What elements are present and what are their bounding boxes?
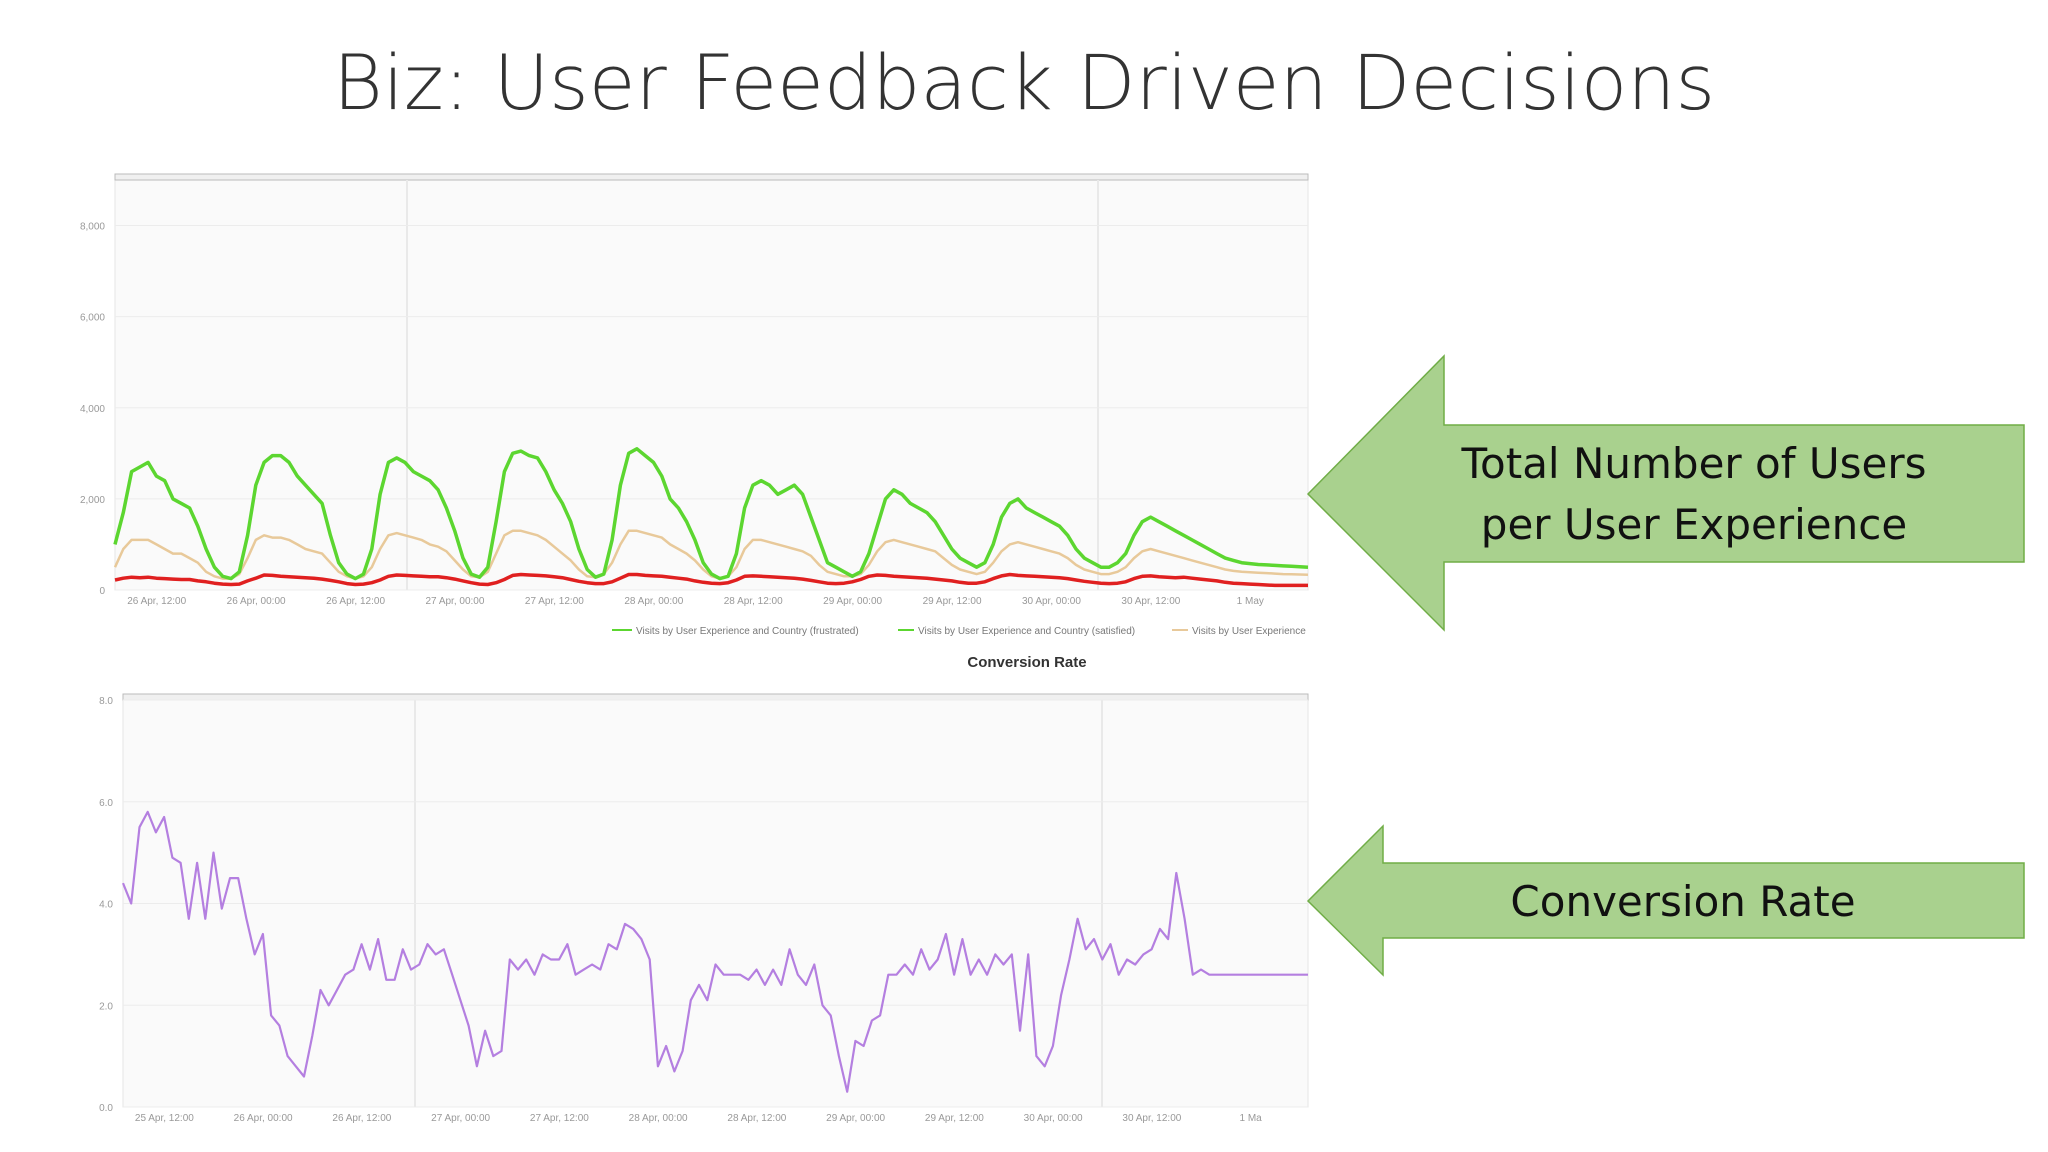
conversion-grid (123, 699, 1308, 1108)
x-tick-label: 26 Apr, 00:00 (227, 596, 286, 607)
y-tick-label: 4,000 (80, 404, 105, 415)
x-tick-label: 28 Apr, 00:00 (624, 596, 683, 607)
users-navigator-bar (114, 173, 1309, 181)
y-tick-label: 2.0 (99, 1001, 113, 1012)
users-plot-area (114, 179, 1309, 591)
series-line (113, 529, 1309, 580)
x-tick-label: 26 Apr, 00:00 (234, 1113, 293, 1124)
x-tick-label: 28 Apr, 12:00 (727, 1113, 786, 1124)
conversion-chart: Conversion Rate 0.0 2.0 4.0 6.0 8.0 25 Apr, … (99, 654, 1309, 1124)
series-line (113, 447, 1309, 581)
conversion-x-axis: 25 Apr, 12:00 26 Apr, 00:00 26 Apr, 12:00 2… (135, 1113, 1262, 1124)
x-tick-label: 28 Apr, 12:00 (724, 596, 783, 607)
y-tick-label: 2,000 (80, 495, 105, 506)
y-tick-label: 8,000 (80, 222, 105, 233)
y-tick-label: 0.0 (99, 1103, 113, 1114)
conversion-callout-label: Conversion Rate (1383, 871, 1983, 932)
series-line (121, 810, 1308, 1093)
x-tick-label: 27 Apr, 00:00 (425, 596, 484, 607)
conversion-y-axis: 0.0 2.0 4.0 6.0 8.0 (99, 696, 113, 1114)
x-tick-label: 27 Apr, 00:00 (431, 1113, 490, 1124)
conversion-series (121, 810, 1308, 1093)
x-tick-label: 27 Apr, 12:00 (525, 596, 584, 607)
conversion-navigator-bar (122, 693, 1309, 701)
x-tick-label: 29 Apr, 00:00 (823, 596, 882, 607)
x-tick-label: 1 May (1237, 596, 1264, 607)
legend-entry: Visits by User Experience and Country (s… (918, 626, 1135, 637)
y-tick-label: 8.0 (99, 696, 113, 707)
x-tick-label: 27 Apr, 12:00 (530, 1113, 589, 1124)
users-y-axis: 0 2,000 4,000 6,000 8,000 (80, 222, 105, 597)
legend-entry: Visits by User Experience (1192, 626, 1306, 637)
users-callout-line1: Total Number of Users (1461, 439, 1927, 488)
x-tick-label: 30 Apr, 00:00 (1022, 596, 1081, 607)
x-tick-label: 26 Apr, 12:00 (332, 1113, 391, 1124)
x-tick-label: 30 Apr, 00:00 (1024, 1113, 1083, 1124)
conversion-callout-text: Conversion Rate (1510, 877, 1856, 926)
x-tick-label: 29 Apr, 00:00 (826, 1113, 885, 1124)
series-line (114, 572, 1308, 588)
conversion-chart-title: Conversion Rate (967, 654, 1086, 671)
legend-entry: Visits by User Experience and Country (f… (636, 626, 859, 637)
x-tick-label: 30 Apr, 12:00 (1122, 1113, 1181, 1124)
x-tick-label: 28 Apr, 00:00 (629, 1113, 688, 1124)
users-legend: Visits by User Experience and Country (f… (612, 620, 1506, 640)
x-tick-label: 29 Apr, 12:00 (923, 596, 982, 607)
x-tick-label: 26 Apr, 12:00 (326, 596, 385, 607)
users-callout-line2: per User Experience (1480, 500, 1908, 549)
y-tick-label: 6,000 (80, 313, 105, 324)
y-tick-label: 6.0 (99, 798, 113, 809)
users-series (113, 447, 1309, 588)
x-tick-label: 1 Ma (1240, 1113, 1263, 1124)
y-tick-label: 4.0 (99, 900, 113, 911)
slide-title: Biz: User Feedback Driven Decisions (332, 38, 1716, 127)
x-tick-label: 26 Apr, 12:00 (127, 596, 186, 607)
y-tick-label: 0 (99, 586, 105, 597)
x-tick-label: 29 Apr, 12:00 (925, 1113, 984, 1124)
x-tick-label: 25 Apr, 12:00 (135, 1113, 194, 1124)
conversion-callout-arrow (1306, 824, 2025, 977)
x-tick-label: 30 Apr, 12:00 (1121, 596, 1180, 607)
users-grid (115, 225, 1308, 591)
users-callout-arrow (1306, 354, 2025, 632)
users-callout-label: Total Number of Users per User Experienc… (1444, 433, 1944, 555)
users-x-axis: 26 Apr, 12:00 26 Apr, 00:00 26 Apr, 12:00 2… (127, 596, 1264, 607)
